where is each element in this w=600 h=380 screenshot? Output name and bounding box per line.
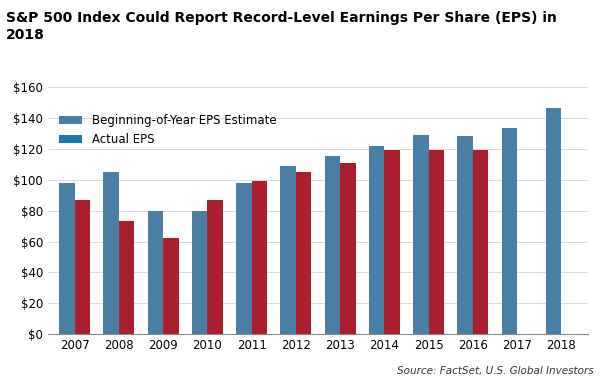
Bar <box>236 183 251 334</box>
Bar <box>103 172 119 334</box>
Legend: Beginning-of-Year EPS Estimate, Actual EPS: Beginning-of-Year EPS Estimate, Actual E… <box>54 109 281 151</box>
Bar <box>59 183 74 334</box>
Text: S&P 500 Index Could Report Record-Level Earnings Per Share (EPS) in 2018: S&P 500 Index Could Report Record-Level … <box>6 11 557 41</box>
Bar <box>192 211 208 334</box>
Bar <box>251 181 267 334</box>
Bar <box>369 146 385 334</box>
Bar <box>428 150 444 334</box>
Bar <box>280 166 296 334</box>
Bar <box>208 200 223 334</box>
Bar <box>413 135 428 334</box>
Bar <box>502 128 517 334</box>
Bar <box>546 108 562 334</box>
Bar <box>473 150 488 334</box>
Bar <box>148 211 163 334</box>
Bar <box>119 222 134 334</box>
Bar <box>385 150 400 334</box>
Bar <box>163 238 179 334</box>
Bar <box>74 200 90 334</box>
Bar <box>340 163 356 334</box>
Bar <box>325 156 340 334</box>
Bar <box>457 136 473 334</box>
Bar <box>296 172 311 334</box>
Text: Source: FactSet, U.S. Global Investors: Source: FactSet, U.S. Global Investors <box>397 366 594 376</box>
